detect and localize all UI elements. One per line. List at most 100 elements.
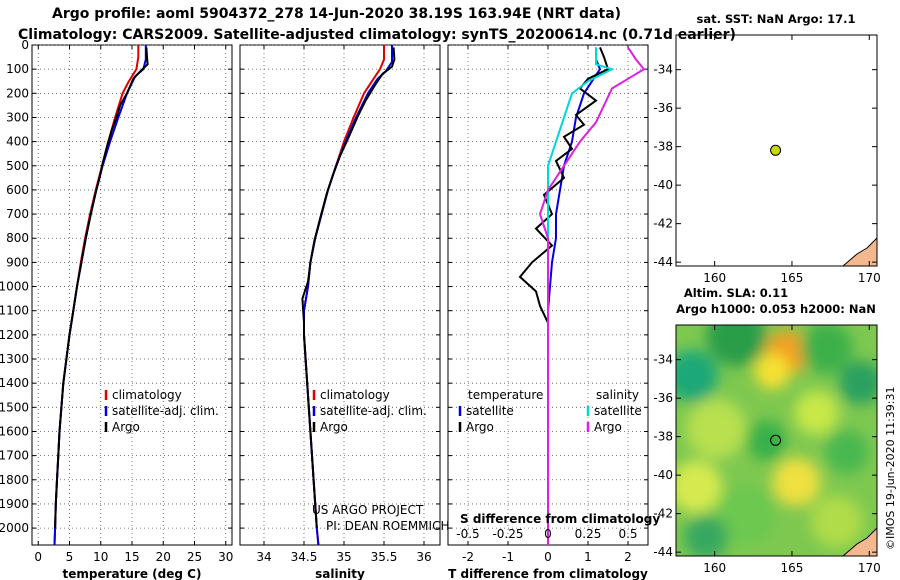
tick-label-y: 1500 xyxy=(0,400,29,414)
title-line-1: Argo profile: aoml 5904372_278 14-Jun-20… xyxy=(52,6,622,22)
tick-label-y: -40 xyxy=(653,178,673,192)
title-line-2: Climatology: CARS2009. Satellite-adjuste… xyxy=(18,27,736,43)
sst-map-title: sat. SST: NaN Argo: 17.1 xyxy=(696,12,855,26)
tick-label-y: 1600 xyxy=(0,424,29,438)
tick-label-x: 15 xyxy=(124,550,139,564)
tick-label-x: 170 xyxy=(858,271,881,285)
tick-label-y: 1700 xyxy=(0,449,29,463)
tick-label-x: 1 xyxy=(584,550,592,564)
tick-label-x: 20 xyxy=(156,550,171,564)
heatmap-blob xyxy=(676,460,723,513)
tick-label-y: 700 xyxy=(6,207,29,221)
heatmap-blob xyxy=(810,495,863,548)
tick-label-x: 36 xyxy=(416,550,431,564)
axis-label-x: temperature (deg C) xyxy=(63,567,202,580)
tick-label-x2: 0.5 xyxy=(618,527,637,541)
tick-label-y: 1100 xyxy=(0,304,29,318)
tick-label-x: 25 xyxy=(187,550,202,564)
tick-label-y: -42 xyxy=(653,217,673,231)
heatmap-blob xyxy=(824,430,869,475)
heatmap-blob xyxy=(772,458,821,507)
tick-label-x: 170 xyxy=(858,561,881,575)
sst-map-frame xyxy=(675,34,878,267)
tick-label-y: -44 xyxy=(653,255,673,269)
legend-label: Argo xyxy=(594,420,622,434)
tick-label-y: 100 xyxy=(6,62,29,76)
tick-label-x: 35.5 xyxy=(371,550,398,564)
sla-map-title-2: Argo h1000: 0.053 h2000: NaN xyxy=(676,302,876,316)
series-line-climatology xyxy=(53,45,140,546)
tick-label-y: -40 xyxy=(653,468,673,482)
series-line-argo xyxy=(301,47,396,529)
float-location-marker xyxy=(770,144,782,156)
heatmap-blob xyxy=(684,515,729,556)
temperature-profile-panel: 0100200300400500600700800900100011001200… xyxy=(0,38,233,580)
series-line-salinity-argo xyxy=(538,46,646,545)
tick-label-x: 2 xyxy=(624,550,632,564)
legend-title: temperature xyxy=(468,388,543,402)
legend-label: Argo xyxy=(466,420,494,434)
credit-annotation: US ARGO PROJECT xyxy=(312,503,424,517)
tick-label-y: -38 xyxy=(653,430,673,444)
tick-label-y: 600 xyxy=(6,183,29,197)
legend-label: Argo xyxy=(320,420,348,434)
tick-label-x: 0 xyxy=(544,550,552,564)
tick-label-x: 160 xyxy=(703,561,726,575)
land-coastline xyxy=(842,237,877,266)
heatmap-blob xyxy=(716,484,777,545)
sla-heatmap xyxy=(676,325,877,556)
tick-label-y: 1000 xyxy=(0,280,29,294)
tick-label-y: -38 xyxy=(653,140,673,154)
series-line-salinity-satellite xyxy=(547,47,615,545)
heatmap-blob xyxy=(676,349,719,402)
tick-label-x: 30 xyxy=(218,550,233,564)
difference-profile-panel: -2 -1 0 1 2 T difference from climatology temp… xyxy=(447,44,660,580)
heatmap-blob xyxy=(686,398,747,459)
tick-label-y: -34 xyxy=(653,63,673,77)
salinity-profile-panel: 34 34.5 35 35.5 36 salinity climatology satelli… xyxy=(239,44,449,580)
heatmap-blob xyxy=(754,353,791,390)
tick-label-x: 34.5 xyxy=(291,550,318,564)
heatmap-blob xyxy=(800,325,853,375)
heatmap-blob xyxy=(746,420,787,461)
tick-label-y: 1200 xyxy=(0,328,29,342)
heatmap-blob xyxy=(794,390,839,435)
sst-map-panel: -34 -36 -38 -40 -42 -44 160 165 170 sat. SST: NaN… xyxy=(653,12,880,285)
legend-title: salinity xyxy=(596,388,639,402)
tick-label-y: 2000 xyxy=(0,521,29,535)
land-coastline xyxy=(842,527,877,556)
tick-label-y: 1800 xyxy=(0,473,29,487)
credit-annotation: PI: DEAN ROEMMICH xyxy=(326,519,449,533)
series-line-temperature-satellite xyxy=(547,47,602,545)
tick-label-x: -2 xyxy=(462,550,474,564)
sla-map-frame xyxy=(675,324,878,557)
tick-label-y: 500 xyxy=(6,159,29,173)
tick-label-y: 0 xyxy=(21,38,29,52)
tick-label-y: 800 xyxy=(6,231,29,245)
legend-label: climatology xyxy=(320,388,390,402)
legend-label: climatology xyxy=(112,388,182,402)
tick-label-x: 160 xyxy=(703,271,726,285)
axis-label-x2: S difference from climatology xyxy=(460,512,660,526)
tick-label-y: -36 xyxy=(653,391,673,405)
float-location-marker xyxy=(770,434,782,446)
heatmap-blob xyxy=(706,325,767,367)
tick-label-x: 165 xyxy=(781,561,804,575)
legend-label: Argo xyxy=(112,420,140,434)
tick-label-x2: -0.5 xyxy=(456,527,479,541)
tick-label-x: 34 xyxy=(256,550,271,564)
axis-label-x: salinity xyxy=(315,567,365,580)
tick-label-y: 200 xyxy=(6,86,29,100)
sla-map-title-1: Altim. SLA: 0.11 xyxy=(684,286,788,300)
tick-label-y: 400 xyxy=(6,135,29,149)
tick-label-y: -34 xyxy=(653,353,673,367)
series-line-argo xyxy=(54,47,149,529)
tick-label-y: -42 xyxy=(653,507,673,521)
legend-label: satellite xyxy=(594,404,642,418)
tick-label-x: 5 xyxy=(66,550,74,564)
imos-credit: ©IMOS 19-Jun-2020 11:39:31 xyxy=(884,386,897,550)
heatmap-blobs xyxy=(676,325,877,556)
heatmap-blob xyxy=(838,360,877,405)
salinity-profile-frame xyxy=(239,44,441,546)
